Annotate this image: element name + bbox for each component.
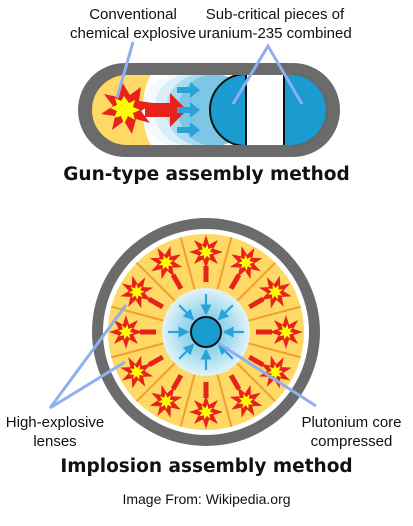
core-label: Plutonium core compressed (290, 413, 413, 451)
lens-blast-core-icon (128, 284, 145, 300)
lens-push-arrow-icon (170, 273, 184, 290)
lens-blast-core-icon (158, 393, 174, 410)
explosive-label: Conventional chemical explosive (58, 5, 208, 43)
lens-blast-core-icon (238, 254, 254, 271)
plutonium-core (190, 316, 222, 348)
lens-blast-core-icon (198, 404, 214, 420)
lens-push-arrow-icon (248, 296, 265, 310)
lens-blast-core-icon (118, 324, 134, 340)
lenses-label: High-explosive lenses (0, 413, 110, 451)
lenses-label-line-2: lenses (33, 433, 77, 450)
lens-blast-core-icon (158, 255, 174, 271)
implosion-device (48, 218, 320, 446)
gun-propulsion-arrow-icon (145, 93, 187, 127)
pieces-label-line-1: Sub-critical pieces of (205, 6, 345, 23)
pieces-label: Sub-critical pieces of uranium-235 combi… (190, 5, 360, 43)
shock-arrow-icon (177, 102, 200, 118)
uranium-gap (245, 73, 285, 147)
core-label-line-1: Plutonium core (301, 414, 402, 431)
lens-blast-core-icon (238, 393, 254, 409)
inward-arrows (168, 294, 244, 370)
shock-arrow-icon (177, 122, 200, 138)
compression-arrow-icon (217, 343, 234, 360)
compression-arrow-icon (217, 304, 234, 321)
lens-divider (179, 374, 196, 427)
compression-arrow-icon (178, 343, 195, 360)
pieces-annotation-line (231, 43, 304, 105)
lens-divider (135, 261, 176, 302)
lens-divider (135, 362, 176, 403)
implosion-title: Implosion assembly method (60, 456, 353, 477)
lens-divider (216, 237, 233, 290)
gun-shock-arrows (177, 82, 200, 138)
core-annotation-line (217, 341, 317, 408)
lens-blast-core-icon (129, 364, 145, 380)
lenses-label-line-1: High-explosive (5, 414, 105, 431)
compression-arrow-icon (178, 304, 195, 321)
shock-arrow-icon (177, 82, 200, 98)
lens-divider (236, 362, 277, 403)
lens-divider (111, 342, 164, 359)
lens-divider (111, 305, 164, 322)
image-credit: Image From: Wikipedia.org (122, 491, 291, 507)
lens-blast-core-icon (198, 244, 214, 260)
lens-blast-core-icon (267, 284, 283, 300)
uranium-projectile (209, 72, 247, 148)
lens-push-arrow-icon (170, 374, 184, 391)
lens-push-arrow-icon (228, 273, 242, 290)
lenses-annotation-line (48, 304, 128, 410)
lens-blast-core-icon (278, 324, 294, 340)
lens-dividers (111, 237, 301, 427)
lens-divider (248, 305, 301, 322)
lens-push-arrow-icon (147, 354, 164, 368)
lens-divider (179, 237, 196, 290)
lens-push-arrow-icon (147, 296, 164, 310)
lens-push-arrow-icon (228, 374, 242, 391)
gun-type-title: Gun-type assembly method (63, 164, 350, 185)
explosive-label-line-2: chemical explosive (70, 25, 196, 42)
core-label-line-2: compressed (310, 433, 393, 450)
explosive-annotation-line (115, 41, 135, 99)
lens-push-arrow-icon (248, 354, 265, 368)
lens-divider (248, 342, 301, 359)
explosive-label-line-1: Conventional (89, 6, 177, 23)
lens-divider (216, 374, 233, 427)
pieces-label-line-2: uranium-235 combined (198, 25, 352, 42)
gun-type-device (78, 41, 340, 157)
lens-divider (236, 261, 277, 302)
lens-bursts (109, 235, 303, 429)
